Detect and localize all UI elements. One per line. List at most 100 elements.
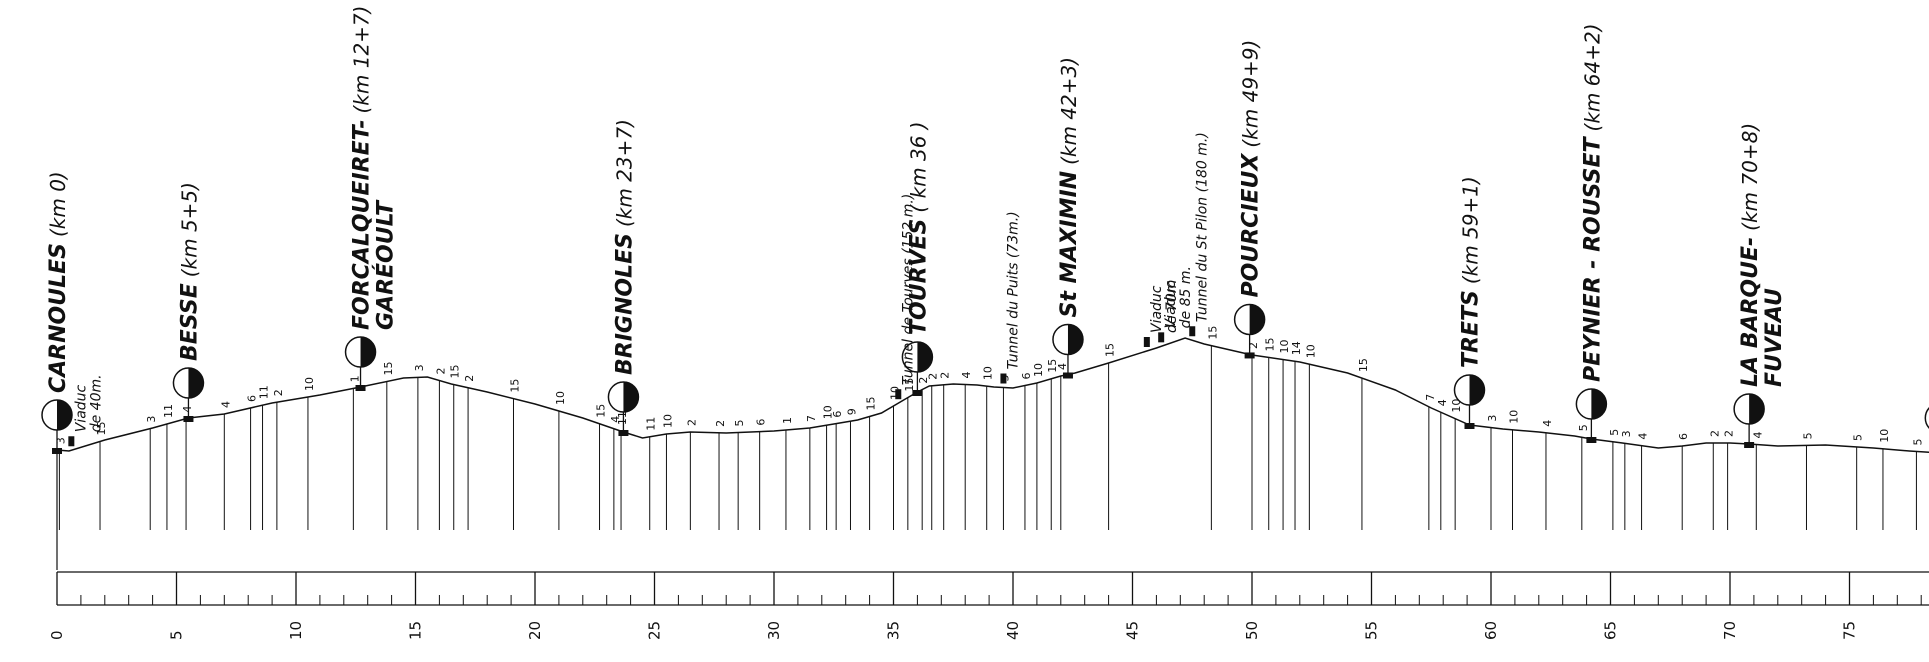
station-platform-mark	[1744, 442, 1755, 448]
axis-tick-label: 30	[765, 621, 783, 640]
station-km: (km 64+2)	[1580, 23, 1604, 131]
station-label: PEYNIER - ROUSSET (km 64+2)	[1580, 23, 1605, 382]
station-km: (km 12+7)	[350, 6, 374, 114]
station-name: St MAXIMIN	[1057, 171, 1082, 318]
structure-mark	[68, 436, 75, 447]
axis-tick-label: 10	[287, 621, 305, 640]
gradient-value: 2	[434, 368, 447, 375]
axis-tick-label: 50	[1243, 621, 1261, 640]
station-km: (km 70+8)	[1738, 123, 1762, 231]
gradient-value: 10	[1878, 429, 1891, 443]
station-symbol	[1924, 407, 1929, 429]
axis-tick-label: 65	[1602, 621, 1620, 640]
gradient-value: 1	[781, 417, 794, 424]
station-name: LA BARQUE-	[1738, 237, 1763, 387]
gradient-value: 2	[927, 373, 940, 380]
gradient-value: 10	[1278, 340, 1291, 354]
structure-annotation: Viaduc	[1163, 281, 1179, 329]
gradient-value: 10	[822, 405, 835, 419]
structure-mark	[1000, 373, 1007, 384]
station-platform-mark	[52, 448, 62, 454]
station-label: TRETS (km 59+1)	[1458, 176, 1483, 368]
station-label: POURCIEUX (km 49+9)	[1239, 40, 1264, 298]
station-symbol-half	[1591, 389, 1607, 419]
station-km: ( km 36 )	[906, 121, 930, 212]
station-label: St MAXIMIN (km 42+3)	[1057, 57, 1082, 318]
gradient-value: 2	[272, 389, 285, 396]
station-km: (km 0)	[46, 171, 70, 237]
structure-annotations: Viaduc de 40m.Tunnel de Tourves (152 m.) T…	[68, 132, 1210, 447]
station-label: BESSE (km 5+5)	[177, 182, 202, 361]
gradient-value: 4	[181, 406, 194, 413]
station-km: (km 23+7)	[612, 119, 636, 227]
km-axis: 0 5 10 15 20 25 30 35 40 45 50 55 60 65 70 75	[48, 621, 1859, 640]
axis-tick-label: 35	[885, 621, 903, 640]
gradient-value: 11	[616, 411, 629, 425]
station-platform-mark	[912, 390, 923, 396]
structure-mark	[1189, 326, 1196, 337]
gradient-value: 6	[246, 395, 259, 402]
gradient-value: 7	[1424, 394, 1437, 401]
gradient-value: 10	[661, 414, 674, 428]
gradient-value: 15	[508, 379, 521, 393]
station-platform-mark	[618, 430, 629, 436]
station-platform-mark	[183, 416, 194, 422]
gradient-value: 10	[554, 391, 567, 405]
station-km: (km 59+1)	[1458, 176, 1482, 284]
gradient-value: 2	[714, 420, 727, 427]
gradient-value: 4	[609, 416, 622, 423]
station-km: (km 5+5)	[177, 182, 201, 277]
structure-annotation: Viaduc	[73, 384, 89, 432]
station-label: FORCALQUEIRET- (km 12+7)	[350, 6, 375, 330]
gradient-value: 4	[960, 372, 973, 379]
gradient-value: 2	[685, 419, 698, 426]
axis-tick-label: 0	[48, 630, 66, 640]
axis-tick-label: 20	[526, 621, 544, 640]
structure-mark	[895, 389, 902, 400]
gradient-value: 5	[1801, 432, 1814, 439]
station-label: CARNOULES (km 0)	[46, 171, 71, 393]
gradient-value: 15	[865, 397, 878, 411]
station-label: LA BARQUE- (km 70+8)	[1738, 123, 1763, 387]
gradient-value: 5	[1577, 424, 1590, 431]
gradient-value: 2	[1247, 342, 1260, 349]
structure-annotation: Tunnel de Tourves (152 m.)	[900, 194, 916, 386]
gradient-value: 5	[733, 420, 746, 427]
gradient-value: 5	[1608, 429, 1621, 436]
station-labels: CARNOULES (km 0) BESSE (km 5+5) FORCALQUEIRE…	[41, 6, 1929, 450]
station-symbol-half	[360, 337, 376, 367]
gradient-value: 3	[413, 364, 426, 371]
gradient-value: 15	[1046, 359, 1059, 373]
gradient-value: 15	[1206, 326, 1219, 340]
station-platform-mark	[1586, 437, 1597, 443]
axis-tick-label: 70	[1721, 621, 1739, 640]
gradient-value: 5	[1852, 434, 1865, 441]
axis-tick-label: 5	[168, 630, 186, 640]
gradient-value: 6	[1020, 373, 1033, 380]
station-symbol-half	[1749, 394, 1765, 424]
structure-annotation: de 40m.	[88, 374, 104, 432]
gradient-value: 10	[1450, 399, 1463, 413]
gradient-value: 4	[1541, 420, 1554, 427]
elevation-profile-line	[56, 337, 1929, 454]
station-km: (km 49+9)	[1239, 40, 1263, 148]
gradient-value: 10	[1508, 410, 1521, 424]
station-name-line2: GARÉOULT	[373, 199, 399, 330]
station-name: TRETS	[1458, 290, 1483, 368]
gradient-value: 10	[1032, 363, 1045, 377]
station-name: PEYNIER - ROUSSET	[1580, 135, 1605, 382]
gradient-break-lines	[56, 345, 1917, 570]
gradient-value: 9	[845, 408, 858, 415]
structure-mark	[1158, 332, 1165, 343]
station-name: BESSE	[177, 283, 202, 361]
axis-tick-label: 75	[1841, 621, 1859, 640]
station-symbol-half	[1067, 324, 1083, 355]
gradient-value: 15	[903, 378, 916, 392]
structure-mark	[1143, 337, 1150, 347]
gradient-value: 15	[1104, 343, 1117, 357]
structure-annotation: Tunnel du Puits (73m.)	[1005, 211, 1021, 369]
gradient-value: 4	[1637, 433, 1650, 440]
gradient-value: 4	[1056, 363, 1069, 370]
station-name: FORCALQUEIRET-	[350, 119, 375, 330]
